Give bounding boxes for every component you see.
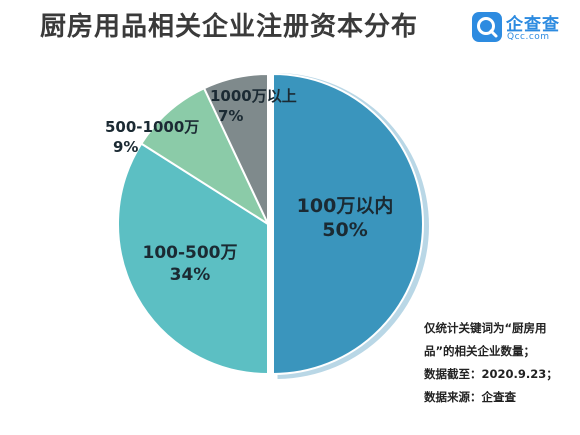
brand-name: 企查查 (506, 15, 560, 35)
qcc-logo-icon (472, 12, 502, 42)
page-title: 厨房用品相关企业注册资本分布 (39, 12, 418, 42)
footnote: 仅统计关键词为“厨房用 品”的相关企业数量； 数据截至：2020.9.23； 数… (424, 317, 574, 409)
slice-name-label: 100-500万 (142, 243, 237, 263)
slice-name-label: 500-1000万 (105, 118, 199, 136)
brand-logo: 企查查 Qcc.com (472, 10, 578, 46)
slice-value-label: 50% (322, 219, 367, 241)
slice-value-label: 9% (113, 138, 138, 156)
slice-value-label: 34% (170, 265, 211, 285)
footnote-line: 数据截至：2020.9.23； (424, 367, 558, 381)
pie-slice (202, 72, 269, 225)
footnote-line: 品”的相关企业数量； (424, 344, 536, 358)
slice-name-label: 1000万以上 (210, 87, 297, 105)
pie-slice (139, 86, 271, 227)
slice-value-label: 7% (218, 107, 243, 125)
pie-slice (272, 72, 424, 376)
footnote-line: 仅统计关键词为“厨房用 (424, 321, 547, 335)
brand-subtitle: Qcc.com (507, 32, 550, 42)
footnote-line: 数据来源：企查查 (424, 390, 516, 404)
slice-name-label: 100万以内 (297, 194, 394, 217)
